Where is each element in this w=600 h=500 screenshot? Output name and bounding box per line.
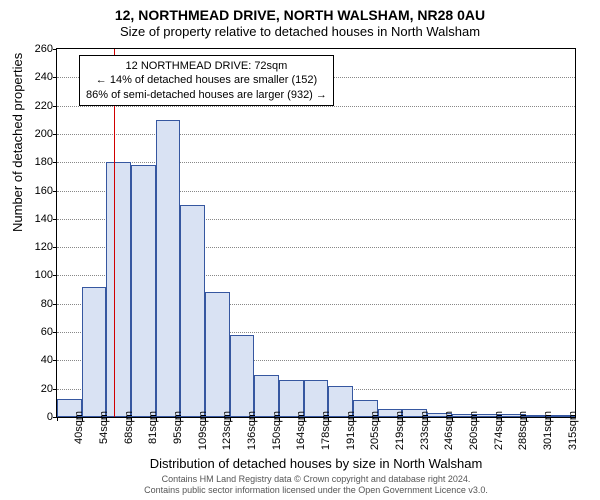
x-tick-label: 123sqm [221, 411, 233, 450]
x-tick-label: 95sqm [172, 411, 184, 444]
y-tick-label: 220 [25, 100, 53, 112]
y-tick-mark [53, 275, 57, 276]
x-tick-mark [156, 417, 157, 421]
x-tick-label: 54sqm [98, 411, 110, 444]
y-tick-label: 140 [25, 213, 53, 225]
y-axis-label: Number of detached properties [10, 53, 25, 232]
x-tick-label: 233sqm [419, 411, 431, 450]
x-tick-mark [378, 417, 379, 421]
footer-line-1: Contains HM Land Registry data © Crown c… [56, 474, 576, 485]
x-tick-mark [304, 417, 305, 421]
y-tick-mark [53, 247, 57, 248]
x-tick-mark [550, 417, 551, 421]
y-tick-label: 180 [25, 156, 53, 168]
footer-line-2: Contains public sector information licen… [56, 485, 576, 496]
info-line-1: 12 NORTHMEAD DRIVE: 72sqm [86, 59, 327, 73]
y-tick-mark [53, 360, 57, 361]
y-tick-mark [53, 49, 57, 50]
chart-container: 12, NORTHMEAD DRIVE, NORTH WALSHAM, NR28… [0, 0, 600, 500]
y-tick-label: 120 [25, 241, 53, 253]
x-tick-mark [57, 417, 58, 421]
gridline [57, 134, 575, 135]
x-tick-mark [402, 417, 403, 421]
info-box: 12 NORTHMEAD DRIVE: 72sqm ← 14% of detac… [79, 55, 334, 106]
chart-title: 12, NORTHMEAD DRIVE, NORTH WALSHAM, NR28… [0, 0, 600, 24]
x-tick-mark [328, 417, 329, 421]
histogram-bar [131, 165, 156, 417]
x-tick-label: 164sqm [295, 411, 307, 450]
x-tick-mark [205, 417, 206, 421]
info-line-3: 86% of semi-detached houses are larger (… [86, 88, 327, 102]
footer-attribution: Contains HM Land Registry data © Crown c… [56, 474, 576, 496]
y-tick-mark [53, 304, 57, 305]
x-tick-mark [82, 417, 83, 421]
y-tick-mark [53, 134, 57, 135]
y-tick-label: 20 [25, 383, 53, 395]
y-tick-mark [53, 332, 57, 333]
x-tick-label: 40sqm [73, 411, 85, 444]
x-tick-label: 150sqm [271, 411, 283, 450]
y-tick-label: 260 [25, 43, 53, 55]
x-tick-label: 246sqm [443, 411, 455, 450]
x-tick-label: 288sqm [517, 411, 529, 450]
x-tick-label: 205sqm [369, 411, 381, 450]
info-line-2: ← 14% of detached houses are smaller (15… [86, 73, 327, 87]
y-tick-label: 0 [25, 411, 53, 423]
y-tick-label: 200 [25, 128, 53, 140]
histogram-bar [205, 292, 230, 417]
x-tick-mark [452, 417, 453, 421]
x-tick-label: 219sqm [394, 411, 406, 450]
y-tick-label: 160 [25, 185, 53, 197]
gridline [57, 162, 575, 163]
x-tick-mark [427, 417, 428, 421]
histogram-bar [156, 120, 181, 417]
y-tick-label: 80 [25, 298, 53, 310]
x-tick-mark [131, 417, 132, 421]
y-tick-label: 60 [25, 326, 53, 338]
histogram-bar [180, 205, 205, 417]
x-tick-mark [254, 417, 255, 421]
histogram-bar [230, 335, 255, 417]
x-tick-label: 178sqm [320, 411, 332, 450]
x-tick-mark [230, 417, 231, 421]
x-tick-mark [180, 417, 181, 421]
y-tick-label: 100 [25, 269, 53, 281]
x-tick-label: 136sqm [246, 411, 258, 450]
x-tick-label: 68sqm [123, 411, 135, 444]
chart-subtitle: Size of property relative to detached ho… [0, 24, 600, 43]
x-tick-label: 109sqm [197, 411, 209, 450]
y-tick-label: 240 [25, 71, 53, 83]
x-tick-mark [353, 417, 354, 421]
x-axis-label: Distribution of detached houses by size … [56, 456, 576, 471]
y-tick-mark [53, 191, 57, 192]
x-tick-label: 274sqm [493, 411, 505, 450]
y-tick-mark [53, 77, 57, 78]
y-tick-label: 40 [25, 354, 53, 366]
x-tick-label: 191sqm [345, 411, 357, 450]
x-tick-mark [526, 417, 527, 421]
histogram-bar [106, 162, 131, 417]
y-tick-mark [53, 162, 57, 163]
x-tick-label: 260sqm [468, 411, 480, 450]
x-tick-mark [106, 417, 107, 421]
x-tick-mark [501, 417, 502, 421]
x-tick-mark [476, 417, 477, 421]
y-tick-mark [53, 106, 57, 107]
x-tick-label: 315sqm [567, 411, 579, 450]
y-tick-mark [53, 219, 57, 220]
plot-area: 02040608010012014016018020022024026040sq… [56, 48, 576, 418]
y-tick-mark [53, 389, 57, 390]
x-tick-label: 301sqm [542, 411, 554, 450]
x-tick-label: 81sqm [147, 411, 159, 444]
x-tick-mark [279, 417, 280, 421]
histogram-bar [82, 287, 107, 417]
